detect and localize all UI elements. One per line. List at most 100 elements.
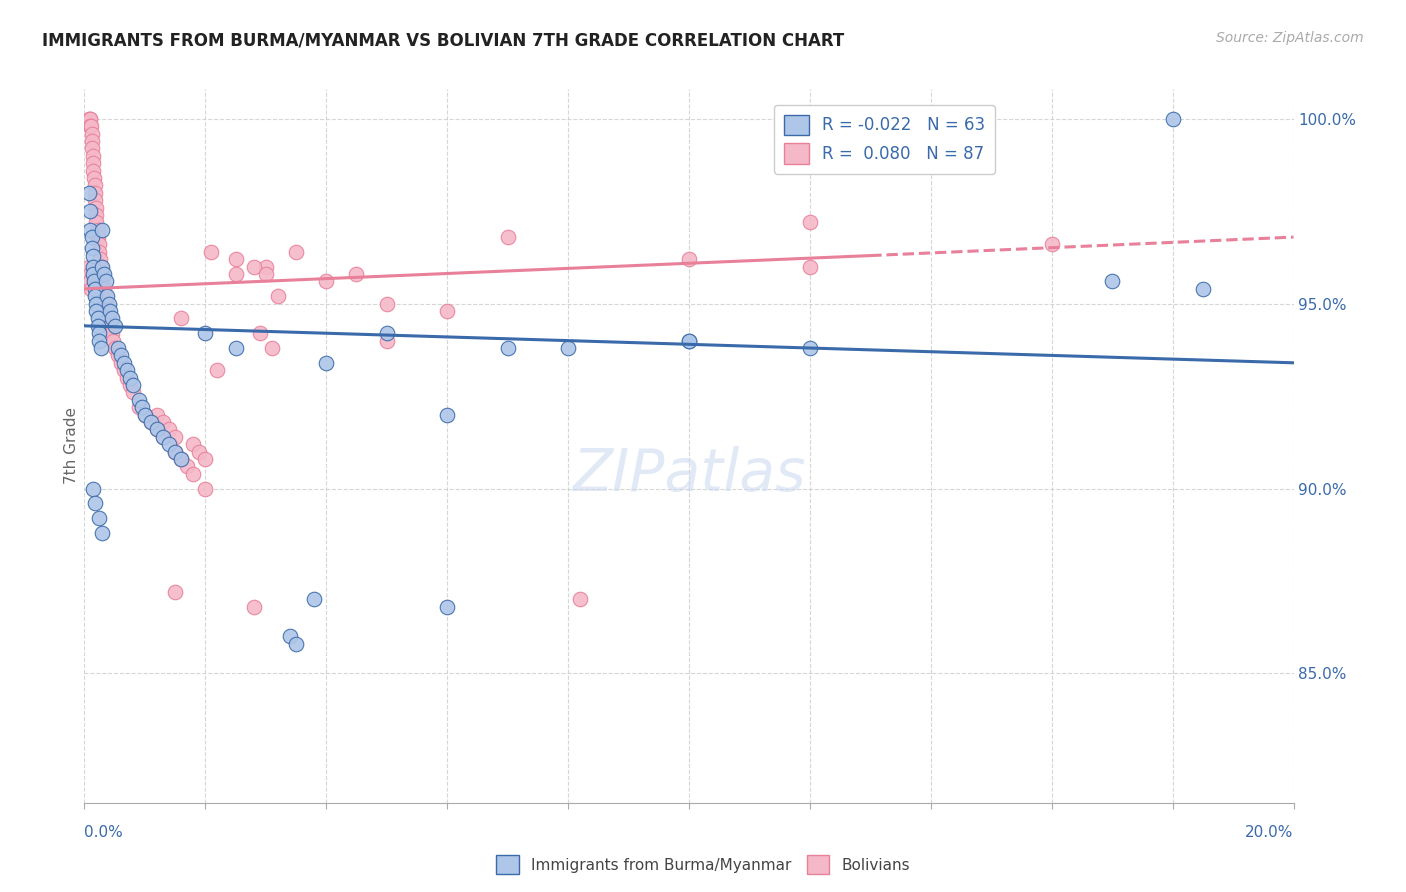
Point xyxy=(94,296,117,310)
Point xyxy=(84,193,107,207)
Legend: Immigrants from Burma/Myanmar, Bolivians: Immigrants from Burma/Myanmar, Bolivians xyxy=(489,849,917,880)
Point xyxy=(115,370,138,384)
Point xyxy=(146,422,169,436)
Point xyxy=(170,452,193,467)
Point xyxy=(225,267,247,281)
Point xyxy=(110,356,132,370)
Point xyxy=(242,260,264,274)
Point xyxy=(678,334,700,348)
Point xyxy=(1161,112,1184,126)
Point xyxy=(188,444,211,458)
Point xyxy=(375,334,398,348)
Point xyxy=(249,326,271,341)
Point xyxy=(254,260,277,274)
Point xyxy=(103,334,125,348)
Point xyxy=(83,170,105,185)
Point xyxy=(104,318,127,333)
Point xyxy=(97,311,120,326)
Point xyxy=(436,408,458,422)
Point xyxy=(131,400,153,414)
Point xyxy=(82,260,104,274)
Point xyxy=(82,149,104,163)
Point xyxy=(225,252,247,267)
Point xyxy=(86,318,108,333)
Point xyxy=(569,592,592,607)
Point xyxy=(315,275,337,289)
Point xyxy=(97,296,120,310)
Point xyxy=(163,430,186,444)
Text: ZIPatlas: ZIPatlas xyxy=(572,446,806,503)
Point xyxy=(496,341,519,355)
Point xyxy=(107,341,129,355)
Point xyxy=(181,467,204,481)
Point xyxy=(82,482,104,496)
Point xyxy=(267,289,290,303)
Point xyxy=(94,275,117,289)
Point xyxy=(77,260,100,274)
Point xyxy=(496,230,519,244)
Point xyxy=(128,400,150,414)
Y-axis label: 7th Grade: 7th Grade xyxy=(63,408,79,484)
Point xyxy=(79,223,101,237)
Point xyxy=(93,282,115,296)
Point xyxy=(79,112,101,126)
Point xyxy=(80,119,103,133)
Point xyxy=(91,525,114,540)
Point xyxy=(87,237,110,252)
Point xyxy=(284,637,308,651)
Point xyxy=(91,260,114,274)
Point xyxy=(254,267,277,281)
Point xyxy=(1191,282,1213,296)
Point xyxy=(799,260,821,274)
Point xyxy=(89,511,111,525)
Point xyxy=(678,252,700,267)
Point xyxy=(86,296,108,310)
Point xyxy=(104,341,127,355)
Point xyxy=(1040,237,1063,252)
Point xyxy=(139,415,162,429)
Point xyxy=(82,267,104,281)
Point xyxy=(82,141,104,155)
Point xyxy=(118,370,141,384)
Point xyxy=(152,430,174,444)
Point xyxy=(194,452,217,467)
Point xyxy=(79,119,101,133)
Point xyxy=(80,282,103,296)
Point xyxy=(225,341,247,355)
Point xyxy=(86,311,108,326)
Text: IMMIGRANTS FROM BURMA/MYANMAR VS BOLIVIAN 7TH GRADE CORRELATION CHART: IMMIGRANTS FROM BURMA/MYANMAR VS BOLIVIA… xyxy=(42,31,845,49)
Point xyxy=(96,304,118,318)
Point xyxy=(176,459,198,474)
Point xyxy=(436,599,458,614)
Point xyxy=(315,356,337,370)
Point xyxy=(83,282,105,296)
Point xyxy=(170,311,193,326)
Point xyxy=(80,134,103,148)
Point xyxy=(346,267,368,281)
Point xyxy=(89,326,111,341)
Point xyxy=(157,422,180,436)
Point xyxy=(152,430,174,444)
Point xyxy=(86,223,108,237)
Point xyxy=(91,275,114,289)
Point xyxy=(181,437,204,451)
Point xyxy=(84,186,107,200)
Point xyxy=(112,363,135,377)
Point xyxy=(678,334,700,348)
Point xyxy=(79,267,101,281)
Point xyxy=(799,215,821,229)
Point xyxy=(115,363,138,377)
Point xyxy=(80,127,103,141)
Point xyxy=(86,304,108,318)
Point xyxy=(107,348,129,362)
Point xyxy=(128,392,150,407)
Point xyxy=(86,215,108,229)
Point xyxy=(152,415,174,429)
Point xyxy=(84,289,107,303)
Point xyxy=(163,444,186,458)
Point xyxy=(94,289,117,303)
Point xyxy=(93,267,115,281)
Point xyxy=(118,378,141,392)
Point xyxy=(1101,275,1123,289)
Point xyxy=(83,275,105,289)
